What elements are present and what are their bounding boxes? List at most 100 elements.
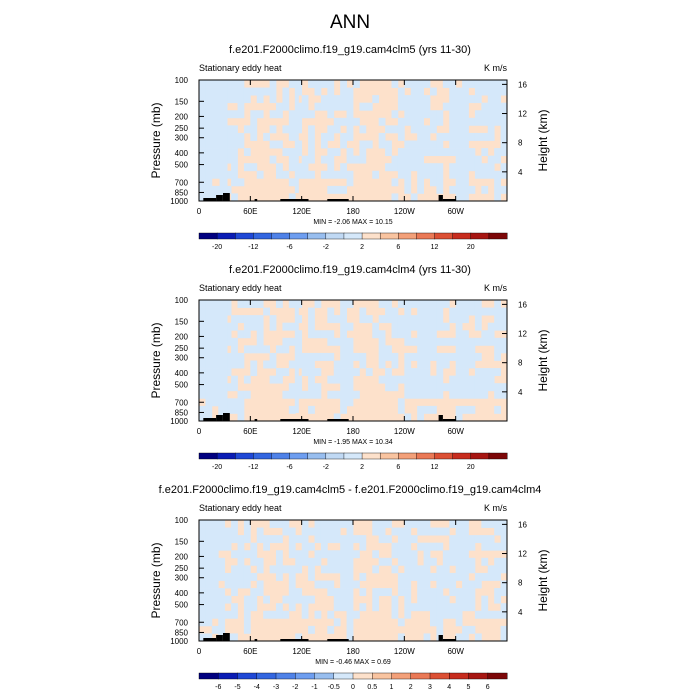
field-cell-negative: [500, 580, 508, 589]
field-cell-negative: [199, 405, 206, 414]
field-cell-negative: [404, 163, 412, 172]
field-cell-negative: [436, 117, 444, 126]
field-cell-negative: [468, 360, 476, 369]
field-cell-negative: [218, 595, 226, 604]
field-cell-negative: [340, 322, 347, 331]
field-cell-negative: [391, 352, 399, 361]
field-cell-negative: [199, 383, 206, 392]
field-cell-negative: [442, 383, 450, 392]
field-cell-negative: [346, 87, 354, 96]
x-tick-label: 120W: [394, 207, 415, 216]
field-cell-negative: [237, 178, 245, 187]
field-cell-negative: [237, 110, 245, 119]
field-cell-negative: [333, 520, 341, 528]
field-cell-negative: [243, 163, 251, 172]
field-cell-negative: [340, 315, 347, 324]
colorbar: -6 -5 -4 -3 -2 -1 -0.5 0 0.5 1 2 3 4 5 6: [198, 672, 508, 691]
field-cell-negative: [205, 550, 213, 559]
field-cell-negative: [346, 125, 354, 134]
field-cell-negative: [333, 550, 341, 559]
field-cell-negative: [199, 542, 206, 551]
field-cell-negative: [397, 550, 405, 559]
field-cell-negative: [442, 360, 450, 369]
field-cell-negative: [243, 125, 251, 134]
field-cell-negative: [391, 603, 399, 612]
colorbar-label: -6: [215, 684, 221, 691]
field-cell-negative: [404, 300, 412, 308]
field-cell-negative: [455, 588, 463, 597]
field-cell-negative: [320, 155, 328, 164]
field-cell-negative: [455, 595, 463, 604]
field-cell-negative: [282, 595, 290, 604]
field-cell-negative: [353, 550, 360, 559]
field-cell-negative: [224, 125, 232, 134]
field-cell-negative: [391, 383, 399, 392]
field-cell-negative: [494, 110, 501, 119]
field-cell-negative: [205, 148, 213, 157]
field-cell-negative: [231, 95, 238, 104]
field-cell-negative: [430, 542, 437, 551]
field-cell-negative: [263, 542, 270, 551]
field-cell-negative: [231, 140, 238, 149]
y-tick-label: 400: [175, 589, 189, 598]
field-cell-negative: [449, 315, 457, 324]
field-cell-negative: [250, 368, 258, 377]
field-cell-negative: [474, 322, 482, 331]
field-cell-negative: [314, 520, 322, 528]
field-cell-negative: [211, 360, 219, 369]
field-cell-negative: [430, 300, 437, 308]
field-cell-negative: [423, 368, 431, 377]
field-cell-negative: [295, 550, 303, 559]
field-cell-negative: [340, 595, 347, 604]
field-cell-negative: [436, 185, 444, 194]
field-cell-negative: [397, 125, 405, 134]
field-cell-negative: [320, 550, 328, 559]
colorbar-label: 6: [396, 244, 400, 251]
field-cell-negative: [474, 572, 482, 581]
field-cell-negative: [346, 565, 354, 574]
field-cell-negative: [314, 330, 322, 339]
field-cell-negative: [218, 572, 226, 581]
field-cell-negative: [199, 307, 206, 316]
field-cell-negative: [397, 618, 405, 627]
field-cell-negative: [269, 125, 277, 134]
field-cell-negative: [333, 557, 341, 566]
field-cell-negative: [417, 330, 424, 339]
field-cell-negative: [397, 527, 405, 536]
chart-panel-1: f.e201.F2000climo.f19_g19.cam4clm5 (yrs …: [149, 44, 550, 251]
panel-variable-label: Stationary eddy heat: [199, 283, 282, 293]
colorbar-label: -6: [286, 244, 292, 251]
field-cell-negative: [487, 572, 495, 581]
field-cell-negative: [468, 557, 476, 566]
colorbar-swatch: [216, 452, 236, 460]
field-cell-negative: [231, 132, 238, 141]
field-cell-negative: [423, 527, 431, 536]
field-cell-negative: [211, 603, 219, 612]
field-cell-negative: [199, 375, 206, 384]
field-cell-negative: [256, 95, 264, 104]
field-cell-negative: [199, 322, 206, 331]
field-cell-negative: [288, 588, 296, 597]
field-cell-negative: [378, 520, 386, 528]
colorbar-swatch: [470, 232, 490, 240]
field-cell-negative: [455, 330, 463, 339]
field-cell-negative: [199, 132, 206, 141]
field-cell-negative: [359, 603, 367, 612]
field-cell-negative: [288, 178, 296, 187]
field-cell-negative: [340, 95, 347, 104]
field-cell-negative: [199, 520, 206, 528]
field-cell-negative: [288, 595, 296, 604]
field-cell-negative: [423, 337, 431, 346]
field-cell-negative: [404, 368, 412, 377]
field-cell-negative: [391, 125, 399, 134]
field-cell-negative: [455, 178, 463, 187]
field-cell-negative: [314, 535, 322, 544]
colorbar-swatch: [198, 672, 219, 680]
field-cell-negative: [199, 170, 206, 179]
field-cell-negative: [404, 352, 412, 361]
field-cell-negative: [327, 588, 335, 597]
field-cell-negative: [449, 580, 457, 589]
field-cell-negative: [455, 148, 463, 157]
field-cell-negative: [430, 178, 437, 187]
field-cell-negative: [372, 550, 380, 559]
